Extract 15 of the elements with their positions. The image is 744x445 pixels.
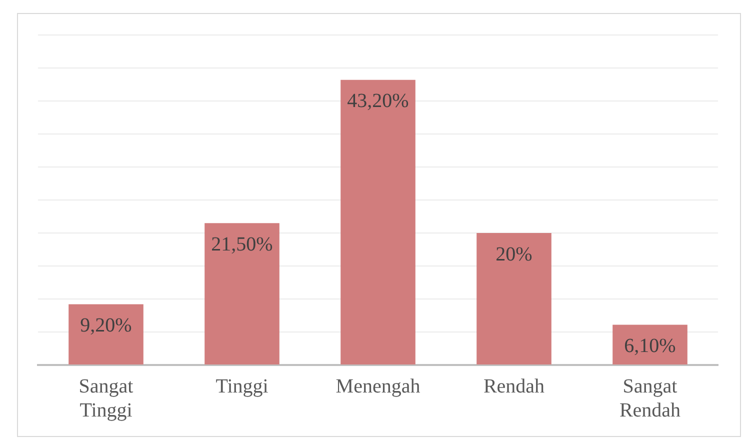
x-tick-label: Tinggi	[216, 375, 269, 398]
data-label: 6,10%	[624, 334, 676, 357]
data-label: 20%	[496, 243, 532, 266]
data-label: 43,20%	[347, 90, 409, 112]
x-tick-label: Sangat Tinggi	[78, 375, 134, 422]
x-tick-label: Rendah	[483, 375, 545, 398]
data-label: 9,20%	[80, 314, 132, 337]
bar	[204, 223, 280, 364]
bar	[476, 233, 552, 364]
bar	[612, 324, 688, 364]
x-tick-label: Menengah	[336, 375, 420, 398]
data-label: 21,50%	[211, 233, 273, 256]
bar	[340, 80, 416, 364]
x-tick-label: Sangat Rendah	[619, 375, 681, 422]
bar	[68, 304, 144, 364]
